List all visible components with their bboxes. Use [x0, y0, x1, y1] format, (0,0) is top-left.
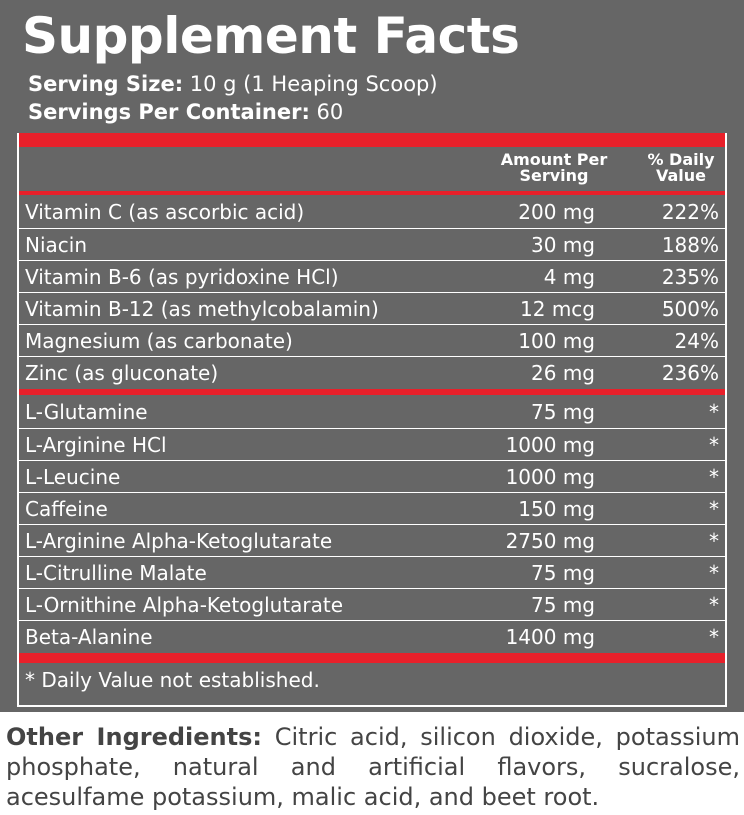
daily-value: *	[709, 561, 719, 585]
serving-size: Serving Size: 10 g (1 Heaping Scoop)	[28, 71, 438, 97]
amount: 75 mg	[531, 561, 595, 585]
daily-value: *	[709, 625, 719, 649]
amount: 2750 mg	[505, 529, 595, 553]
label-panel: Supplement Facts Serving Size: 10 g (1 H…	[0, 0, 744, 712]
red-bar	[19, 389, 725, 395]
row: Zinc (as gluconate) 26 mg 236%	[19, 356, 725, 388]
daily-value: 24%	[674, 329, 719, 353]
ingredient: Beta-Alanine	[25, 625, 153, 649]
daily-value: *	[709, 593, 719, 617]
daily-value: *	[709, 497, 719, 521]
row: L-Arginine HCl 1000 mg *	[19, 428, 725, 460]
daily-value: *	[709, 433, 719, 457]
row: L-Leucine 1000 mg *	[19, 460, 725, 492]
amount: 30 mg	[531, 233, 595, 257]
amount: 1400 mg	[505, 625, 595, 649]
row: Caffeine 150 mg *	[19, 492, 725, 524]
red-bar	[19, 191, 725, 195]
serving-size-value: 10 g (1 Heaping Scoop)	[189, 72, 438, 96]
daily-value: *	[709, 529, 719, 553]
ingredient: Zinc (as gluconate)	[25, 361, 219, 385]
row: L-Glutamine 75 mg *	[19, 396, 725, 428]
servings-per-container: Servings Per Container: 60	[28, 99, 343, 125]
servings-label: Servings Per Container:	[28, 100, 310, 124]
daily-value: 222%	[661, 200, 719, 224]
amount: 100 mg	[518, 329, 595, 353]
ingredient: L-Arginine Alpha-Ketoglutarate	[25, 529, 333, 553]
row: Vitamin C (as ascorbic acid) 200 mg 222%	[19, 196, 725, 228]
amount: 150 mg	[518, 497, 595, 521]
amount: 75 mg	[531, 400, 595, 424]
ingredient: L-Arginine HCl	[25, 433, 167, 457]
ingredient: Vitamin B-12 (as methylcobalamin)	[25, 297, 379, 321]
amount: 1000 mg	[505, 433, 595, 457]
ingredient: L-Ornithine Alpha-Ketoglutarate	[25, 593, 344, 617]
row: Vitamin B-6 (as pyridoxine HCl) 4 mg 235%	[19, 260, 725, 292]
row: Niacin 30 mg 188%	[19, 228, 725, 260]
daily-value: 236%	[661, 361, 719, 385]
facts-table: Amount Per Serving % Daily Value Vitamin…	[17, 133, 727, 707]
servings-value: 60	[316, 100, 344, 124]
header-dv: % Daily Value	[647, 150, 715, 185]
amount: 4 mg	[543, 265, 595, 289]
amount: 200 mg	[518, 200, 595, 224]
row: Beta-Alanine 1400 mg *	[19, 620, 725, 652]
daily-value: 188%	[661, 233, 719, 257]
ingredient: Vitamin C (as ascorbic acid)	[25, 200, 305, 224]
row: L-Ornithine Alpha-Ketoglutarate 75 mg *	[19, 588, 725, 620]
title: Supplement Facts	[22, 7, 520, 65]
footnote: * Daily Value not established.	[25, 668, 320, 692]
ingredient: Vitamin B-6 (as pyridoxine HCl)	[25, 265, 339, 289]
amount: 12 mcg	[520, 297, 595, 321]
other-ingredients-label: Other Ingredients:	[6, 723, 262, 751]
header-amount: Amount Per Serving	[500, 150, 608, 185]
row: Magnesium (as carbonate) 100 mg 24%	[19, 324, 725, 356]
amount: 75 mg	[531, 593, 595, 617]
row: Vitamin B-12 (as methylcobalamin) 12 mcg 5…	[19, 292, 725, 324]
other-ingredients-text: Citric acid, silicon dioxide, potassium …	[6, 723, 740, 811]
daily-value: *	[709, 400, 719, 424]
serving-size-label: Serving Size:	[28, 72, 184, 96]
ingredient: L-Leucine	[25, 465, 121, 489]
ingredient: L-Citrulline Malate	[25, 561, 207, 585]
red-bar	[19, 133, 725, 147]
amount: 26 mg	[531, 361, 595, 385]
row: L-Arginine Alpha-Ketoglutarate 2750 mg *	[19, 524, 725, 556]
daily-value: 235%	[661, 265, 719, 289]
row: L-Citrulline Malate 75 mg *	[19, 556, 725, 588]
ingredient: L-Glutamine	[25, 400, 148, 424]
ingredient: Niacin	[25, 233, 88, 257]
daily-value: *	[709, 465, 719, 489]
ingredient: Caffeine	[25, 497, 108, 521]
red-bar	[19, 653, 725, 663]
other-ingredients: Other Ingredients: Citric acid, silicon …	[6, 722, 740, 812]
ingredient: Magnesium (as carbonate)	[25, 329, 293, 353]
daily-value: 500%	[661, 297, 719, 321]
amount: 1000 mg	[505, 465, 595, 489]
